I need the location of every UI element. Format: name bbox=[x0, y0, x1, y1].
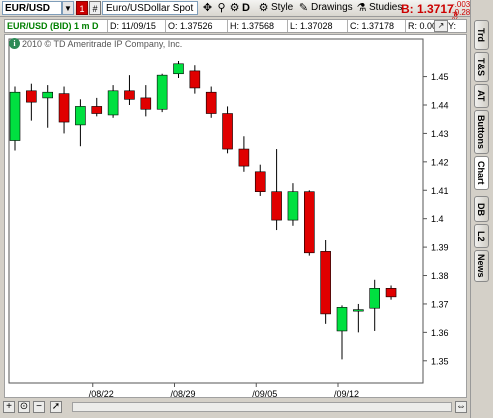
bar-high: H: 1.37568 bbox=[228, 20, 288, 32]
tab-db[interactable]: DB bbox=[474, 196, 489, 222]
link-badge[interactable]: 1 bbox=[76, 1, 88, 15]
pointer-tool-button[interactable]: ➚ bbox=[50, 401, 62, 413]
chevron-down-icon: ▼ bbox=[64, 4, 72, 13]
bar-close: C: 1.37178 bbox=[348, 20, 406, 32]
tab-at[interactable]: AT bbox=[474, 84, 489, 108]
pan-button[interactable]: ⇔ bbox=[455, 401, 467, 413]
hash-button[interactable]: # bbox=[89, 1, 101, 15]
double-arrow-icon: ⇔ bbox=[456, 401, 466, 412]
bar-low: L: 1.37028 bbox=[288, 20, 348, 32]
symbol-description: Euro/USDollar Spot bbox=[102, 1, 198, 15]
bottom-bar: + ⊙ − ➚ ⇔ bbox=[0, 398, 470, 418]
magnifier-icon: ⚲ bbox=[217, 2, 226, 14]
y-tick-label: 1.39 bbox=[431, 243, 449, 253]
candle-body bbox=[173, 63, 184, 75]
candle-body bbox=[238, 148, 250, 167]
candle-body bbox=[287, 191, 299, 221]
candle-body bbox=[336, 307, 348, 332]
drawings-icon: ✎ bbox=[298, 2, 309, 14]
y-tick-label: 1.42 bbox=[431, 157, 449, 167]
copyright-text: 2010 © TD Ameritrade IP Company, Inc. bbox=[22, 39, 183, 49]
candle-body bbox=[320, 251, 331, 315]
tab-news[interactable]: News bbox=[474, 250, 489, 282]
side-tab-strip: Trd T&S AT Buttons Chart DB L2 News bbox=[470, 0, 493, 418]
studies-button[interactable]: Studies bbox=[369, 2, 403, 13]
chart-expand-button[interactable]: ↗ bbox=[434, 20, 448, 32]
tab-ts[interactable]: T&S bbox=[474, 52, 489, 82]
y-tick-label: 1.4 bbox=[431, 214, 444, 224]
candle-body bbox=[9, 91, 21, 141]
bar-date: D: 11/09/15 bbox=[108, 20, 166, 32]
studies-icon: ⚗ bbox=[356, 2, 367, 14]
settings-button[interactable]: ⚙ bbox=[228, 1, 241, 15]
crosshair-tool-button[interactable]: ✥ bbox=[201, 1, 214, 15]
candle-body bbox=[189, 70, 201, 89]
zoom-fit-button[interactable]: ⊙ bbox=[18, 401, 30, 413]
y-tick-label: 1.44 bbox=[431, 101, 449, 111]
zoom-in-button[interactable]: + bbox=[3, 401, 15, 413]
zoom-tool-button[interactable]: ⚲ bbox=[215, 1, 228, 15]
symbol-dropdown-button[interactable]: ▼ bbox=[62, 1, 74, 15]
bid-price-suffix: 8 bbox=[453, 11, 458, 19]
tab-l2[interactable]: L2 bbox=[474, 224, 489, 248]
y-tick-label: 1.45 bbox=[431, 72, 449, 82]
chart-toolbar: EUR/USD ▼ 1 # Euro/USDollar Spot ✥ ⚲ ⚙ D… bbox=[0, 0, 479, 25]
candlestick-chart[interactable]: 1.45 1.44 1.43 1.42 1.41 1.4 1.39 1.38 1.37 1.36 1… bbox=[5, 35, 466, 397]
y-tick-label: 1.35 bbox=[431, 356, 449, 366]
tab-buttons[interactable]: Buttons bbox=[474, 110, 489, 154]
style-button[interactable]: Style bbox=[271, 2, 294, 13]
candle-body bbox=[222, 113, 233, 150]
candle-body bbox=[385, 288, 397, 298]
d-button[interactable]: D bbox=[242, 2, 250, 14]
candle-body bbox=[42, 91, 54, 99]
candle-body bbox=[140, 97, 152, 110]
tab-trd[interactable]: Trd bbox=[474, 20, 489, 50]
style-icon: ⚙ bbox=[258, 2, 269, 14]
candle-body bbox=[124, 90, 135, 100]
candle-body bbox=[353, 309, 364, 312]
plus-icon: + bbox=[6, 401, 12, 412]
candle-body bbox=[91, 106, 103, 114]
y-tick-label: 1.41 bbox=[431, 186, 449, 196]
price-change: -.00379 bbox=[452, 0, 480, 9]
minus-icon: − bbox=[36, 401, 42, 412]
candle-body bbox=[303, 191, 315, 254]
candle-body bbox=[26, 90, 37, 103]
candle-body bbox=[156, 74, 168, 110]
drawings-button[interactable]: Drawings bbox=[311, 2, 353, 13]
tab-chart[interactable]: Chart bbox=[474, 156, 489, 190]
plot-frame bbox=[8, 38, 424, 384]
ohlc-info-bar: EUR/USD (BID) 1 m D D: 11/09/15 O: 1.375… bbox=[4, 19, 467, 33]
y-tick-label: 1.37 bbox=[431, 299, 449, 309]
gear-icon: ⚙ bbox=[229, 2, 240, 14]
x-tick-label: /08/22 bbox=[89, 389, 114, 397]
x-tick-label: /09/12 bbox=[334, 389, 359, 397]
bar-y: Y: bbox=[448, 21, 457, 31]
candle-body bbox=[271, 191, 282, 221]
candle-body bbox=[205, 91, 217, 114]
x-tick-label: /08/29 bbox=[171, 389, 196, 397]
y-tick-label: 1.38 bbox=[431, 271, 449, 281]
info-icon[interactable]: i bbox=[9, 38, 20, 49]
candle-body bbox=[107, 90, 119, 116]
x-tick-label: /09/05 bbox=[252, 389, 277, 397]
candle-body bbox=[369, 288, 381, 309]
y-tick-label: 1.43 bbox=[431, 129, 449, 139]
zoom-out-button[interactable]: − bbox=[33, 401, 45, 413]
chart-title: EUR/USD (BID) 1 m D bbox=[5, 20, 108, 32]
chart-scrollbar[interactable] bbox=[72, 402, 452, 412]
candle-body bbox=[254, 171, 266, 192]
candle-body bbox=[75, 106, 86, 126]
candle-body bbox=[58, 93, 70, 123]
crosshair-icon: ✥ bbox=[202, 2, 213, 14]
mini-chart-icon: ↗ bbox=[437, 21, 445, 30]
symbol-input[interactable]: EUR/USD bbox=[2, 1, 62, 15]
bar-open: O: 1.37526 bbox=[166, 20, 228, 32]
bid-price: B: 1.37178 bbox=[401, 2, 458, 19]
cursor-icon: ➚ bbox=[51, 401, 61, 412]
chart-area[interactable]: 1.45 1.44 1.43 1.42 1.41 1.4 1.39 1.38 1.37 1.36 1… bbox=[4, 34, 467, 398]
y-tick-label: 1.36 bbox=[431, 328, 449, 338]
target-icon: ⊙ bbox=[19, 401, 29, 412]
